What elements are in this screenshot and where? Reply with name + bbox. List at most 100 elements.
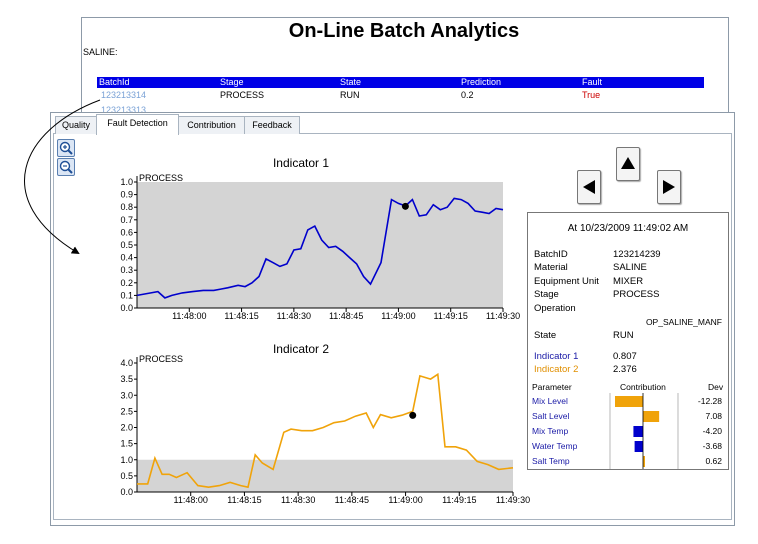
info-value-batchid: 123214239 xyxy=(613,249,661,260)
x-tick-label: 11:49:15 xyxy=(434,311,468,321)
contribution-bar xyxy=(643,411,660,422)
y-tick-label: 0.5 xyxy=(120,240,133,250)
info-value-operation: OP_SALINE_MANF xyxy=(645,317,722,327)
contrib-header-dev: Dev xyxy=(708,382,724,392)
info-timestamp: At 10/23/2009 11:49:02 AM xyxy=(567,223,689,234)
contribution-bar xyxy=(633,426,643,437)
batch-table-header: BatchId Stage State Prediction Fault xyxy=(97,77,704,88)
limit-band xyxy=(137,459,513,492)
next-button[interactable] xyxy=(657,170,681,204)
indicator1-value: 0.807 xyxy=(613,351,637,362)
parameter-dev: 7.08 xyxy=(705,411,722,421)
series-line xyxy=(137,372,514,489)
info-value-equipment: MIXER xyxy=(613,276,644,287)
x-tick-label: 11:49:15 xyxy=(442,495,476,505)
parameter-name: Mix Level xyxy=(532,396,568,406)
series-line xyxy=(136,197,504,299)
x-tick-label: 11:48:15 xyxy=(227,495,261,505)
y-tick-label: 1.0 xyxy=(120,455,133,465)
header-batchid: BatchId xyxy=(99,77,130,87)
info-label-batchid: BatchID xyxy=(534,249,568,260)
parameter-dev: -3.68 xyxy=(702,441,722,451)
indicator2-label: Indicator 2 xyxy=(534,364,579,375)
zoom-in-button[interactable] xyxy=(57,139,75,157)
table-row[interactable]: 123213314 PROCESS RUN 0.2 True xyxy=(97,90,704,102)
y-tick-label: 0.4 xyxy=(120,253,133,263)
parameter-dev: -4.20 xyxy=(702,426,722,436)
y-tick-label: 0.0 xyxy=(120,303,133,313)
x-tick-label: 11:48:00 xyxy=(174,495,208,505)
x-tick-label: 11:49:00 xyxy=(388,495,422,505)
product-label: SALINE: xyxy=(83,47,118,57)
contribution-bar xyxy=(615,396,643,407)
info-value-state: RUN xyxy=(613,330,634,341)
contrib-header-contribution: Contribution xyxy=(620,382,666,392)
zoom-out-icon xyxy=(59,160,73,174)
y-tick-label: 0.6 xyxy=(120,227,133,237)
x-tick-label: 11:48:45 xyxy=(335,495,369,505)
contribution-row[interactable]: Water Temp -3.68 xyxy=(532,439,726,454)
x-tick-label: 11:49:00 xyxy=(381,311,415,321)
y-tick-label: 3.0 xyxy=(120,390,133,400)
y-tick-label: 0.1 xyxy=(120,290,133,300)
contribution-bars xyxy=(609,393,679,469)
cell-state: RUN xyxy=(340,90,360,100)
y-tick-label: 0.3 xyxy=(120,265,133,275)
x-tick-label: 11:49:30 xyxy=(486,311,520,321)
indicator2-chart: 0.0 0.5 1.0 1.5 2.0 2.5 3.0 3.5 4.0 11:48:00 11:48… xyxy=(120,354,530,505)
header-state: State xyxy=(340,77,362,87)
x-tick-label: 11:49:30 xyxy=(496,495,530,505)
contribution-row[interactable]: Salt Level 7.08 xyxy=(532,409,726,424)
stage-annotation: PROCESS xyxy=(139,173,183,183)
zoom-out-button[interactable] xyxy=(57,158,75,176)
x-tick-label: 11:48:15 xyxy=(224,311,258,321)
cell-fault: True xyxy=(582,90,601,100)
info-label-stage: Stage xyxy=(534,289,559,300)
up-button[interactable] xyxy=(616,147,640,181)
info-value-material: SALINE xyxy=(613,262,647,273)
batch-id-link-2[interactable]: 123213313 xyxy=(101,105,147,112)
chart2-title: Indicator 2 xyxy=(272,342,330,356)
info-label-state: State xyxy=(534,330,557,341)
header-stage: Stage xyxy=(220,77,244,87)
zoom-in-icon xyxy=(59,141,73,155)
parameter-dev: 0.62 xyxy=(705,456,722,466)
parameter-name: Salt Level xyxy=(532,411,570,421)
stage-annotation: PROCESS xyxy=(139,354,183,364)
cell-stage: PROCESS xyxy=(220,90,265,100)
up-arrow-icon xyxy=(621,157,635,169)
previous-button[interactable] xyxy=(577,170,601,204)
info-label-operation: Operation xyxy=(534,303,576,314)
contribution-row[interactable]: Mix Level -12.28 xyxy=(532,394,726,409)
contribution-row[interactable]: Mix Temp -4.20 xyxy=(532,424,726,439)
limit-band xyxy=(137,182,503,308)
contribution-bar xyxy=(634,441,643,452)
y-tick-label: 0.5 xyxy=(120,471,133,481)
header-fault: Fault xyxy=(582,77,603,87)
info-label-equipment: Equipment Unit xyxy=(534,276,599,287)
y-tick-label: 0.8 xyxy=(120,202,133,212)
cell-prediction: 0.2 xyxy=(461,90,474,100)
parameter-dev: -12.28 xyxy=(697,396,722,406)
info-label-material: Material xyxy=(534,262,568,273)
page-title: On-Line Batch Analytics xyxy=(288,20,520,42)
y-tick-label: 1.0 xyxy=(120,177,133,187)
x-tick-label: 11:48:00 xyxy=(172,311,206,321)
y-tick-label: 0.2 xyxy=(120,278,133,288)
y-tick-label: 0.7 xyxy=(120,215,133,225)
batch-id-link[interactable]: 123213314 xyxy=(101,90,147,100)
y-tick-label: 3.5 xyxy=(120,374,133,384)
contribution-bar xyxy=(643,456,645,467)
x-tick-label: 11:48:30 xyxy=(277,311,311,321)
indicator2-value: 2.376 xyxy=(613,364,637,375)
y-tick-label: 2.0 xyxy=(120,423,133,433)
x-tick-label: 11:48:30 xyxy=(281,495,315,505)
parameter-name: Mix Temp xyxy=(532,426,569,436)
right-arrow-icon xyxy=(663,180,675,194)
tab-feedback[interactable]: Feedback xyxy=(244,116,300,134)
contribution-row[interactable]: Salt Temp 0.62 xyxy=(532,454,726,469)
parameter-name: Salt Temp xyxy=(532,456,570,466)
y-tick-label: 0.0 xyxy=(120,487,133,497)
y-tick-label: 4.0 xyxy=(120,358,133,368)
